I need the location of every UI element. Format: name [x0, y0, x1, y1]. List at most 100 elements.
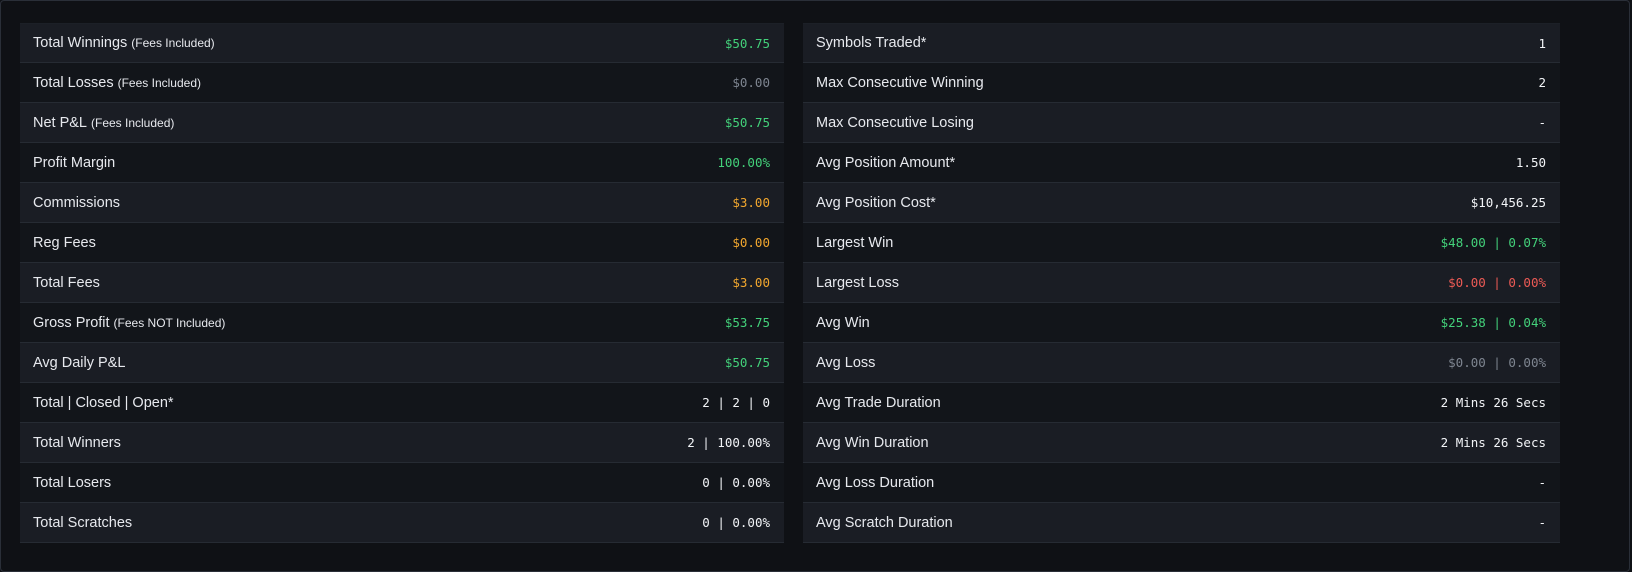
- stat-row-total-winnings: Total Winnings (Fees Included) $50.75: [20, 24, 784, 63]
- stat-value: -: [1538, 115, 1546, 130]
- stat-label-text: Max Consecutive Winning: [816, 74, 984, 91]
- stat-value: 0 | 0.00%: [702, 515, 770, 530]
- stat-label: Reg Fees: [33, 235, 96, 251]
- stat-label-text: Avg Position Cost*: [816, 194, 936, 211]
- stat-value: $0.00: [732, 75, 770, 90]
- stat-row-reg-fees: Reg Fees $0.00: [20, 223, 784, 263]
- stat-label-text: Total Losses: [33, 74, 114, 91]
- stat-row-largest-loss: Largest Loss $0.00 | 0.00%: [803, 263, 1560, 303]
- stat-value: $48.00 | 0.07%: [1440, 235, 1546, 250]
- stat-row-largest-win: Largest Win $48.00 | 0.07%: [803, 223, 1560, 263]
- stat-value: $3.00: [732, 275, 770, 290]
- stat-row-total-winners: Total Winners 2 | 100.00%: [20, 423, 784, 463]
- stat-value: 100.00%: [717, 155, 770, 170]
- stat-row-avg-position-amount: Avg Position Amount* 1.50: [803, 143, 1560, 183]
- stat-label: Avg Loss Duration: [816, 475, 934, 491]
- stat-value: $10,456.25: [1470, 195, 1546, 210]
- stat-label: Avg Win Duration: [816, 435, 929, 451]
- stat-row-max-consecutive-winning: Max Consecutive Winning 2: [803, 63, 1560, 103]
- stat-value: 2 Mins 26 Secs: [1440, 435, 1546, 450]
- stat-label: Total Winners: [33, 435, 121, 451]
- stat-label: Avg Position Amount*: [816, 155, 955, 171]
- stat-label: Total Losses (Fees Included): [33, 75, 201, 91]
- stat-label: Avg Loss: [816, 355, 875, 371]
- stat-row-avg-position-cost: Avg Position Cost* $10,456.25: [803, 183, 1560, 223]
- stat-row-avg-win: Avg Win $25.38 | 0.04%: [803, 303, 1560, 343]
- stat-row-max-consecutive-losing: Max Consecutive Losing -: [803, 103, 1560, 143]
- stat-label-text: Largest Win: [816, 234, 894, 251]
- stat-value: $50.75: [724, 35, 770, 51]
- stat-label-text: Reg Fees: [33, 234, 96, 251]
- stat-label: Net P&L (Fees Included): [33, 115, 174, 131]
- stat-label-note: (Fees Included): [117, 75, 201, 90]
- stat-row-total-fees: Total Fees $3.00: [20, 263, 784, 303]
- stats-table-right: Symbols Traded* 1 Max Consecutive Winning 2…: [803, 23, 1560, 543]
- stat-label: Commissions: [33, 195, 120, 211]
- stat-label-note: (Fees Included): [91, 115, 175, 130]
- stat-label: Max Consecutive Losing: [816, 115, 974, 131]
- stat-row-profit-margin: Profit Margin 100.00%: [20, 143, 784, 183]
- stat-value: $53.75: [724, 315, 770, 330]
- stat-label: Gross Profit (Fees NOT Included): [33, 315, 225, 331]
- stat-label: Profit Margin: [33, 155, 115, 171]
- stat-row-total-losses: Total Losses (Fees Included) $0.00: [20, 63, 784, 103]
- stat-row-avg-loss: Avg Loss $0.00 | 0.00%: [803, 343, 1560, 383]
- stat-label: Total | Closed | Open*: [33, 395, 174, 411]
- stat-value: 2 | 100.00%: [687, 435, 770, 450]
- stat-label: Avg Trade Duration: [816, 395, 941, 411]
- stat-label-text: Total Winnings: [33, 35, 128, 51]
- stat-value: $3.00: [732, 195, 770, 210]
- stat-label: Largest Loss: [816, 275, 899, 291]
- stat-label-text: Avg Scratch Duration: [816, 514, 953, 531]
- stat-label: Max Consecutive Winning: [816, 75, 984, 91]
- stat-label: Avg Daily P&L: [33, 355, 125, 371]
- stat-label-text: Total Winners: [33, 434, 121, 451]
- stat-value: 1.50: [1515, 155, 1546, 170]
- stat-label-text: Gross Profit: [33, 314, 110, 331]
- stat-label: Symbols Traded*: [816, 35, 926, 51]
- stat-label: Avg Scratch Duration: [816, 515, 953, 531]
- stat-value: $50.75: [724, 355, 770, 370]
- stat-label-text: Total Fees: [33, 274, 100, 291]
- stat-label-note: (Fees NOT Included): [113, 315, 226, 330]
- stat-value: $25.38 | 0.04%: [1440, 315, 1546, 330]
- stat-row-symbols-traded: Symbols Traded* 1: [803, 24, 1560, 63]
- stat-value: 2 | 2 | 0: [702, 395, 770, 410]
- stat-row-avg-daily-pandl: Avg Daily P&L $50.75: [20, 343, 784, 383]
- stat-label-text: Avg Win: [816, 314, 870, 331]
- stat-value: 1: [1538, 35, 1546, 51]
- stat-label-text: Total Scratches: [33, 514, 133, 531]
- stat-value: 2 Mins 26 Secs: [1440, 395, 1546, 410]
- stat-value: $0.00 | 0.00%: [1448, 275, 1546, 290]
- stat-row-avg-loss-duration: Avg Loss Duration -: [803, 463, 1560, 503]
- stat-row-avg-win-duration: Avg Win Duration 2 Mins 26 Secs: [803, 423, 1560, 463]
- stat-row-avg-scratch-duration: Avg Scratch Duration -: [803, 503, 1560, 543]
- stat-value: $50.75: [724, 115, 770, 130]
- stat-row-net-pandl: Net P&L (Fees Included) $50.75: [20, 103, 784, 143]
- stat-label: Total Fees: [33, 275, 100, 291]
- stat-label-text: Commissions: [33, 194, 121, 211]
- stat-label-text: Symbols Traded*: [816, 35, 927, 51]
- stat-label: Avg Win: [816, 315, 870, 331]
- stat-row-gross-profit: Gross Profit (Fees NOT Included) $53.75: [20, 303, 784, 343]
- stat-label-text: Avg Loss: [816, 354, 876, 371]
- stat-label-note: (Fees Included): [131, 36, 215, 50]
- stat-row-total-losers: Total Losers 0 | 0.00%: [20, 463, 784, 503]
- stat-value: $0.00 | 0.00%: [1448, 355, 1546, 370]
- stat-row-commissions: Commissions $3.00: [20, 183, 784, 223]
- stat-row-avg-trade-duration: Avg Trade Duration 2 Mins 26 Secs: [803, 383, 1560, 423]
- stats-table-left: Total Winnings (Fees Included) $50.75 Total…: [20, 23, 784, 543]
- stat-label-text: Avg Trade Duration: [816, 394, 941, 411]
- stat-value: $0.00: [732, 235, 770, 250]
- stat-label-text: Avg Win Duration: [816, 434, 929, 451]
- stat-label-text: Net P&L: [33, 114, 87, 131]
- stat-row-total-closed-open: Total | Closed | Open* 2 | 2 | 0: [20, 383, 784, 423]
- stat-label-text: Largest Loss: [816, 274, 900, 291]
- stat-label-text: Profit Margin: [33, 154, 116, 171]
- stat-label-text: Total | Closed | Open*: [33, 394, 174, 411]
- stat-label: Total Winnings (Fees Included): [33, 35, 215, 51]
- stat-value: 0 | 0.00%: [702, 475, 770, 490]
- stat-label-text: Total Losers: [33, 474, 112, 491]
- stat-row-total-scratches: Total Scratches 0 | 0.00%: [20, 503, 784, 543]
